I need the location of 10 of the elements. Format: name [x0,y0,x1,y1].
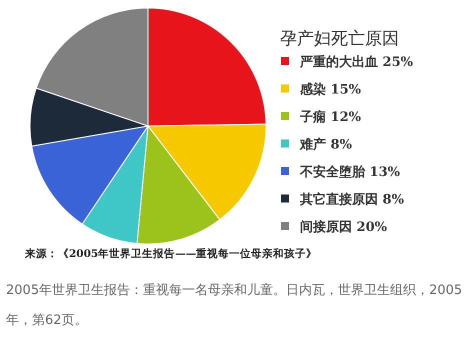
legend-label: 间接原因 20% [300,219,388,235]
legend-label: 难产 8% [299,136,353,152]
legend-label: 感染 15% [299,82,362,98]
legend-label: 子痫 12% [299,109,362,125]
legend-label: 其它直接原因 8% [299,192,405,208]
legend-label: 不安全堕胎 13% [299,164,401,180]
source-note: 来源：《2005年世界卫生报告——重视每一位母亲和孩子》 [24,247,318,260]
text: 2005年世界卫生报告：重视每一名母亲和儿童。日内瓦，世界卫生组织，2005年，第62页。 [6,282,464,330]
legend-label: 严重的大出血 25% [299,54,414,70]
text: 孕产妇死亡原因 [280,29,399,49]
